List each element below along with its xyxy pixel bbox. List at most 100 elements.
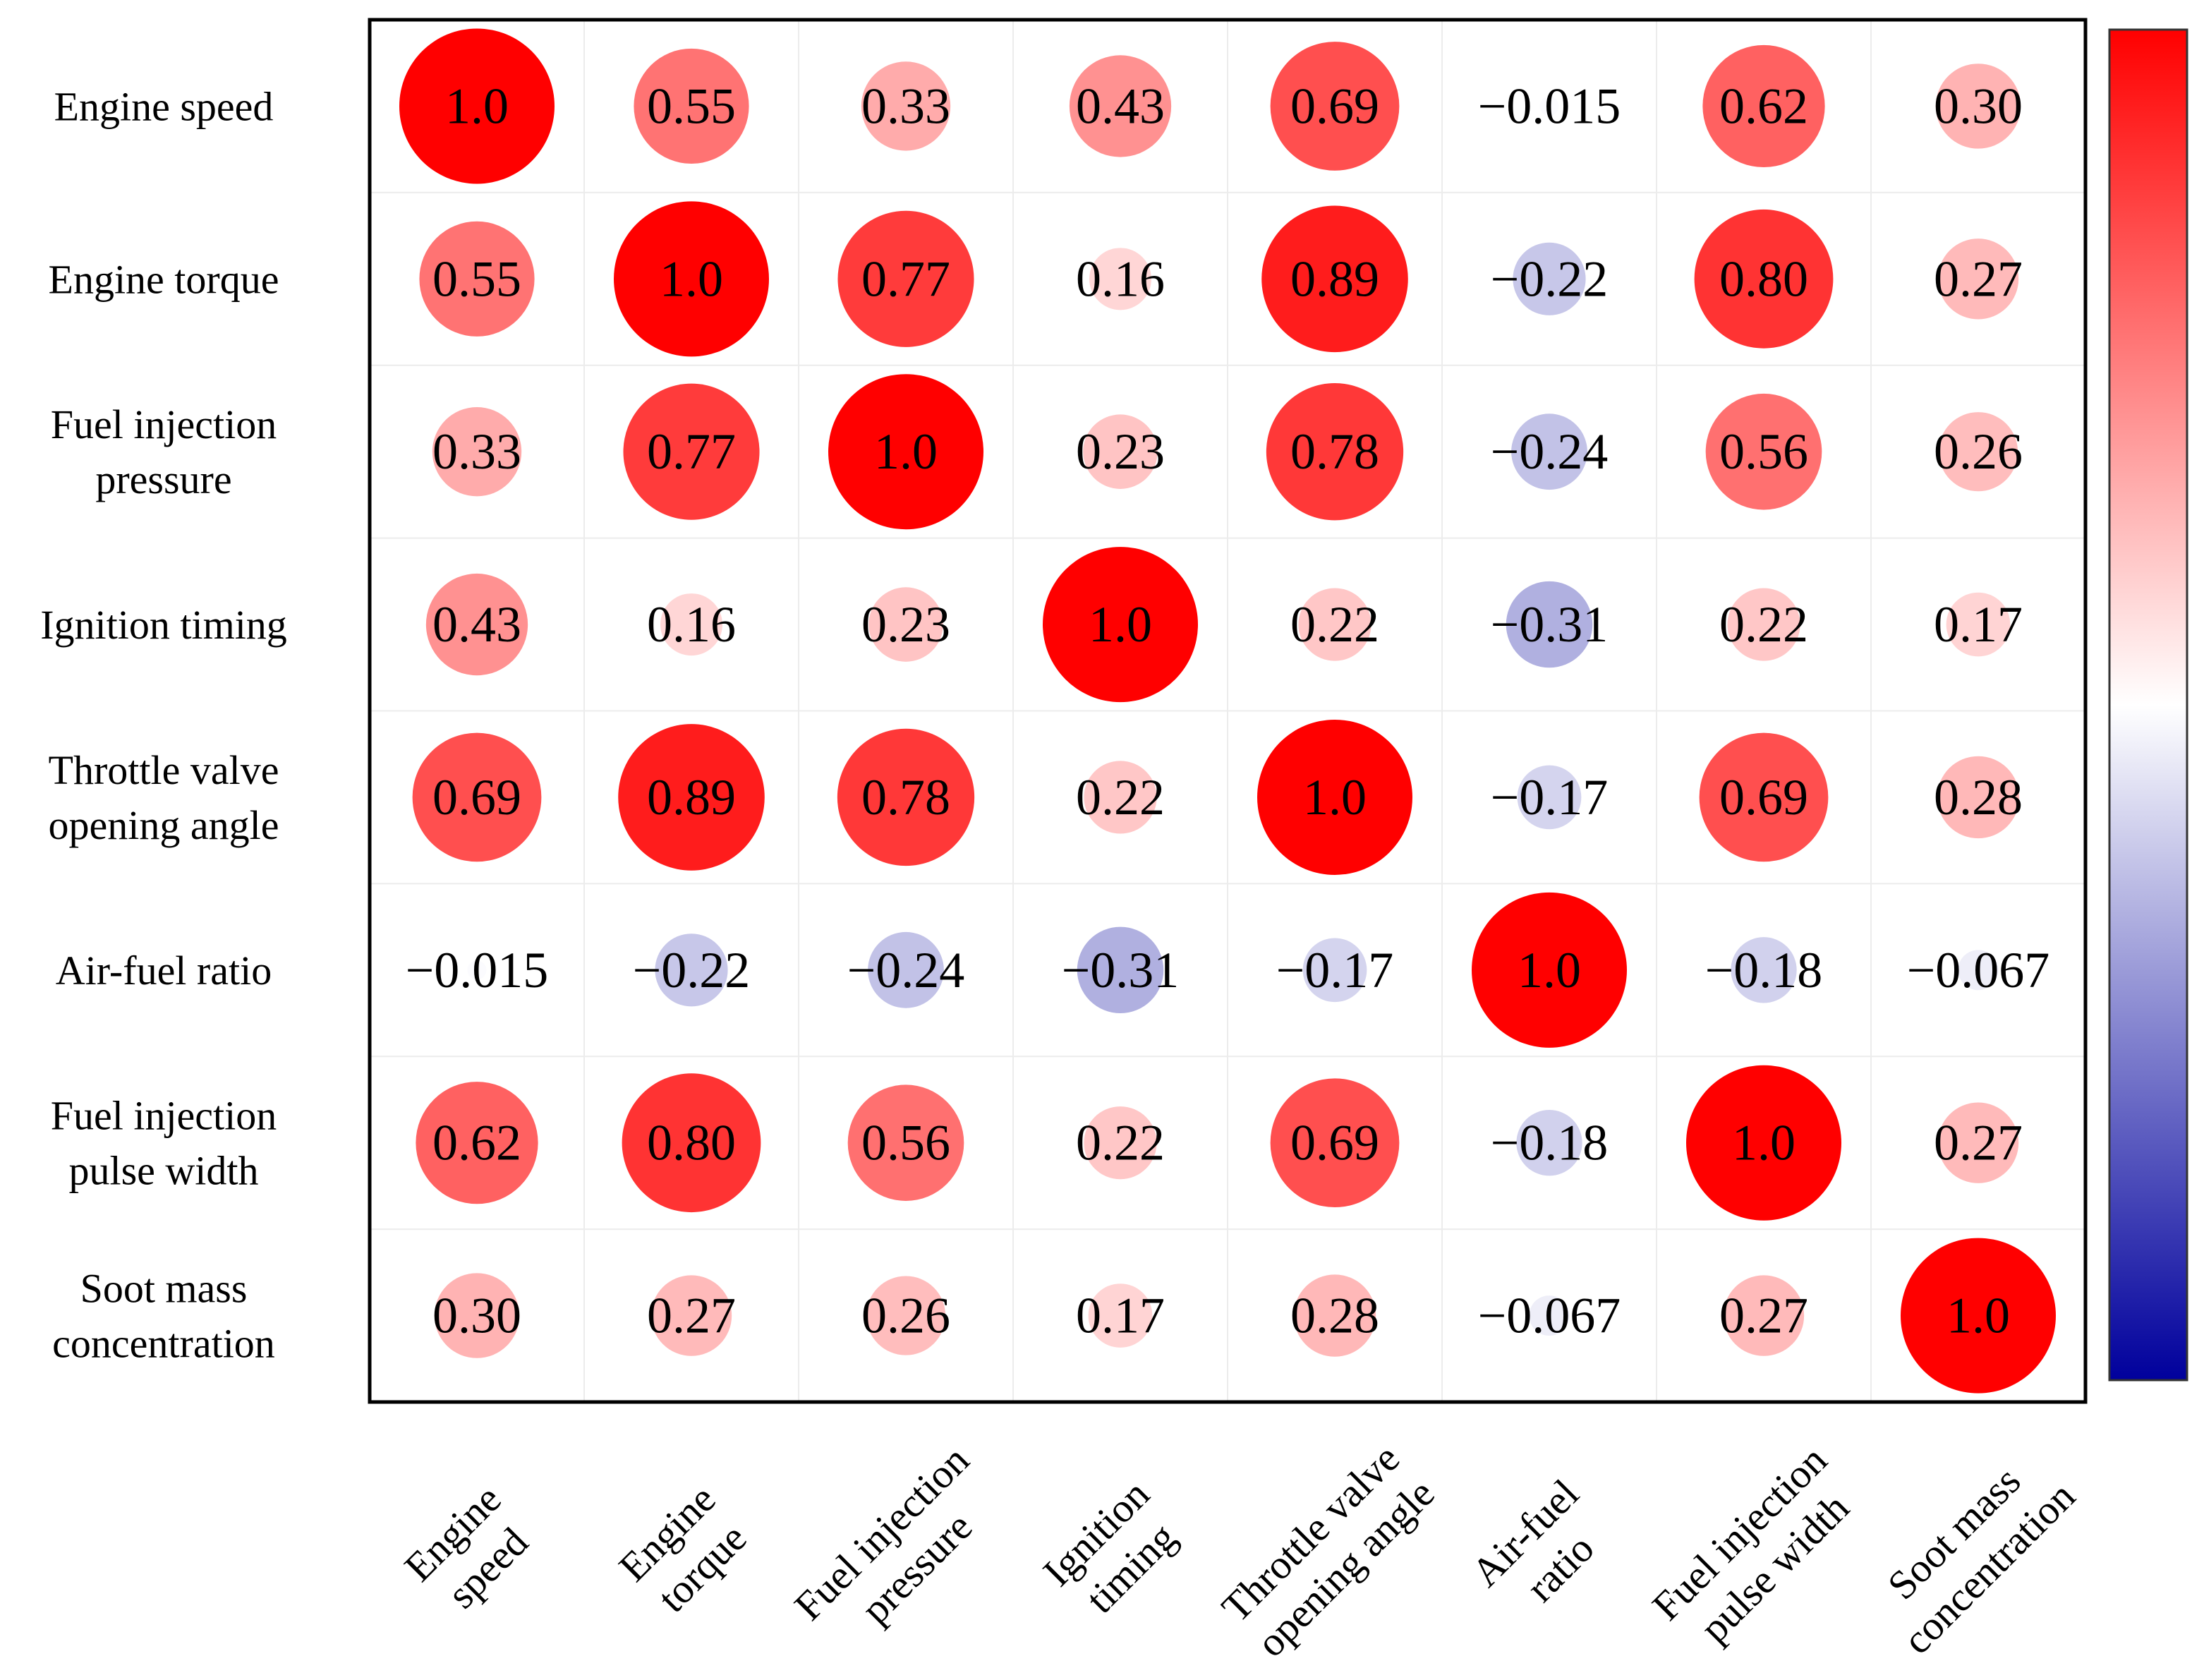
correlation-circle — [1686, 1065, 1841, 1221]
cell-value-label: 0.33 — [861, 78, 950, 134]
cell-value-label: 0.69 — [432, 769, 521, 826]
row-label: Engine torque — [49, 256, 279, 302]
correlation-circle — [1293, 1274, 1376, 1357]
correlation-circle — [1511, 413, 1587, 490]
value-labels: 1.0 0.55 0.33 0.43 0.69 −0.015 0.62 0.30 0.55 1.0… — [406, 78, 2050, 1343]
row-label: Engine speed — [54, 83, 274, 129]
correlation-circle — [866, 1276, 946, 1355]
cell-value-label: 1.0 — [874, 423, 938, 480]
cell-value-label: 0.77 — [647, 423, 736, 480]
correlation-circle — [1705, 393, 1822, 510]
correlation-circle — [434, 1273, 520, 1358]
grid-lines — [370, 20, 2085, 1402]
correlation-circle — [1517, 765, 1582, 830]
correlation-circle — [1270, 1078, 1400, 1208]
colorbar — [2108, 28, 2188, 1382]
correlation-circle — [1302, 938, 1367, 1003]
cell-value-label: 0.26 — [861, 1288, 950, 1344]
correlation-circle — [847, 1084, 964, 1202]
correlation-circle — [1043, 547, 1198, 703]
colorbar-frame — [2108, 28, 2188, 1382]
correlation-circle — [634, 48, 749, 164]
row-label: opening angle — [49, 802, 279, 848]
cell-value-label: 0.22 — [1290, 596, 1379, 653]
cell-value-label: 0.27 — [1934, 250, 2023, 307]
row-label: Fuel injection — [51, 401, 277, 447]
cell-value-label: 0.22 — [1076, 769, 1165, 826]
correlation-circle — [1694, 209, 1834, 349]
correlation-circle — [1699, 732, 1829, 862]
cell-value-label: 0.23 — [1076, 423, 1165, 480]
cell-value-label: 0.16 — [1076, 250, 1165, 307]
cell-value-label: 0.43 — [1076, 78, 1165, 134]
correlation-circle — [660, 593, 722, 656]
cell-value-label: 0.23 — [861, 596, 950, 653]
correlation-circle — [828, 374, 983, 530]
cell-value-label: 0.69 — [1290, 78, 1379, 134]
cell-value-label: 0.28 — [1934, 769, 2023, 826]
cell-value-label: −0.015 — [1478, 78, 1621, 134]
correlation-circle — [1472, 892, 1627, 1048]
row-label: concentration — [52, 1321, 275, 1367]
correlation-circle — [1516, 1110, 1582, 1176]
cell-value-label: −0.31 — [1062, 942, 1180, 998]
cell-value-label: −0.17 — [1491, 769, 1609, 826]
cell-value-label: −0.18 — [1705, 942, 1823, 998]
cell-value-label: 0.22 — [1719, 596, 1808, 653]
correlation-circle — [1270, 42, 1400, 171]
cell-value-label: −0.22 — [633, 942, 751, 998]
cell-value-label: 0.27 — [647, 1288, 736, 1344]
row-label: Ignition timing — [40, 602, 287, 648]
correlation-circle — [1937, 756, 2020, 839]
correlation-circle — [1935, 64, 2021, 149]
cell-value-label: 1.0 — [1518, 942, 1581, 998]
correlation-circle — [623, 383, 760, 520]
correlation-circle — [1089, 248, 1151, 310]
correlation-circle — [618, 724, 765, 871]
correlation-circle — [614, 201, 769, 357]
cell-value-label: 0.26 — [1934, 423, 2023, 480]
correlation-circle — [432, 406, 522, 497]
cell-value-label: 0.16 — [647, 596, 736, 653]
cell-value-label: −0.015 — [406, 942, 549, 998]
cell-value-label: 0.27 — [1719, 1288, 1808, 1344]
cell-value-label: 0.22 — [1076, 1115, 1165, 1171]
correlation-circle — [1266, 383, 1404, 521]
cell-value-label: 0.55 — [647, 78, 736, 134]
cell-value-label: 0.80 — [1719, 250, 1808, 307]
correlation-circle — [837, 210, 974, 347]
correlation-circle — [655, 933, 728, 1007]
cell-value-label: 0.43 — [432, 596, 521, 653]
cell-value-label: 0.30 — [432, 1288, 521, 1344]
cell-value-label: 1.0 — [1946, 1288, 2010, 1344]
correlation-circle — [425, 573, 528, 676]
cell-value-label: 0.56 — [1719, 423, 1808, 480]
row-label: Fuel injection — [51, 1093, 277, 1139]
cell-value-label: 0.56 — [861, 1115, 950, 1171]
row-label: Air-fuel ratio — [56, 948, 272, 993]
correlation-circle — [868, 931, 944, 1008]
cell-value-label: 0.17 — [1934, 596, 2023, 653]
cell-value-label: 0.89 — [1290, 250, 1379, 307]
correlation-circle — [650, 1275, 732, 1356]
cell-value-label: 0.69 — [1719, 769, 1808, 826]
cell-value-label: 0.17 — [1076, 1288, 1165, 1344]
cell-value-label: 0.62 — [432, 1115, 521, 1171]
correlation-circle — [1958, 950, 1999, 991]
correlation-circle — [1938, 412, 2018, 492]
row-label: pressure — [95, 457, 231, 502]
cell-value-label: 1.0 — [445, 78, 509, 134]
colorbar-gradient — [2109, 30, 2187, 1380]
correlation-circle — [1077, 926, 1164, 1014]
correlation-circle — [622, 1073, 761, 1213]
correlation-circle — [1727, 588, 1800, 661]
cell-value-label: 1.0 — [660, 250, 723, 307]
